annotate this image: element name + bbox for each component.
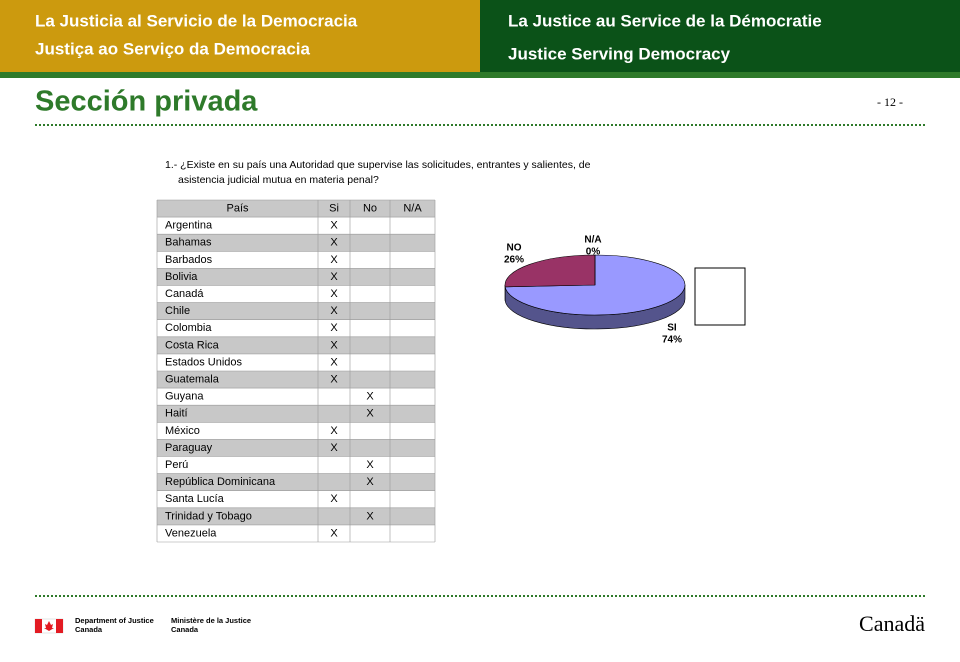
slice-value: 0% xyxy=(586,247,601,258)
slice-value: 74% xyxy=(662,335,682,346)
canada-flag xyxy=(35,619,63,633)
answer-cell: X xyxy=(366,510,374,522)
table-row xyxy=(157,457,435,474)
country-cell: Bolivia xyxy=(165,271,198,283)
slice-label: SI xyxy=(667,323,677,334)
answer-cell: X xyxy=(330,271,338,283)
header-text: La Justice au Service de la Démocratie xyxy=(508,11,822,30)
country-cell: Canadá xyxy=(165,288,204,300)
table-row xyxy=(157,405,435,422)
slice-label: N/A xyxy=(584,235,601,246)
answer-cell: X xyxy=(330,220,338,232)
legend-box xyxy=(695,268,745,325)
answer-cell: X xyxy=(330,442,338,454)
answer-cell: X xyxy=(330,339,338,351)
header-text: Justiça ao Serviço da Democracia xyxy=(35,39,311,58)
country-cell: México xyxy=(165,425,200,437)
column-header: N/A xyxy=(403,202,422,214)
country-cell: Costa Rica xyxy=(165,339,220,351)
country-cell: Paraguay xyxy=(165,442,213,454)
country-cell: Haití xyxy=(165,408,188,420)
answer-cell: X xyxy=(330,356,338,368)
answer-cell: X xyxy=(330,322,338,334)
answer-cell: X xyxy=(366,459,374,471)
answer-cell: X xyxy=(330,527,338,539)
answer-cell: X xyxy=(330,373,338,385)
slice-value: 26% xyxy=(504,255,524,266)
answer-cell: X xyxy=(366,391,374,403)
column-header: País xyxy=(226,202,249,214)
slice-label: NO xyxy=(507,243,522,254)
country-cell: Guyana xyxy=(165,391,204,403)
answer-cell: X xyxy=(330,493,338,505)
footer-text: Canada xyxy=(171,625,199,634)
country-cell: Estados Unidos xyxy=(165,356,243,368)
table: País Si No N/A Argentina X Bahamas X Barbados X Bo… xyxy=(157,200,435,542)
slide-title: Sección privada xyxy=(35,86,258,118)
canada-wordmark: Canadä xyxy=(859,611,925,636)
question: asistencia judicial mutua en materia pen… xyxy=(178,174,379,186)
answer-cell: X xyxy=(330,305,338,317)
country-cell: Guatemala xyxy=(165,373,220,385)
country-cell: Santa Lucía xyxy=(165,493,225,505)
header-bar xyxy=(0,72,960,78)
page-number: - 12 - xyxy=(877,95,903,109)
country-cell: Colombia xyxy=(165,322,212,334)
country-cell: Perú xyxy=(165,459,188,471)
answer-cell: X xyxy=(330,425,338,437)
country-cell: Bahamas xyxy=(165,237,212,249)
country-cell: República Dominicana xyxy=(165,476,276,488)
answer-cell: X xyxy=(366,408,374,420)
header-text: La Justicia al Servicio de la Democracia xyxy=(35,11,358,30)
table-row xyxy=(157,268,435,285)
table-row xyxy=(157,303,435,320)
answer-cell: X xyxy=(330,237,338,249)
footer-text: Ministère de la Justice xyxy=(171,616,251,625)
column-header: Si xyxy=(329,202,339,214)
country-cell: Trinidad y Tobago xyxy=(165,510,252,522)
footer-text: Department of Justice xyxy=(75,616,154,625)
country-cell: Argentina xyxy=(165,220,213,232)
question: 1.- ¿Existe en su país una Autoridad que… xyxy=(165,159,591,171)
column-header: No xyxy=(363,202,377,214)
header-text: Justice Serving Democracy xyxy=(508,44,731,63)
answer-cell: X xyxy=(366,476,374,488)
answer-cell: X xyxy=(330,254,338,266)
country-cell: Venezuela xyxy=(165,527,217,539)
footer-text: Canada xyxy=(75,625,103,634)
answer-cell: X xyxy=(330,288,338,300)
country-cell: Barbados xyxy=(165,254,213,266)
table-row xyxy=(157,200,435,217)
country-cell: Chile xyxy=(165,305,190,317)
